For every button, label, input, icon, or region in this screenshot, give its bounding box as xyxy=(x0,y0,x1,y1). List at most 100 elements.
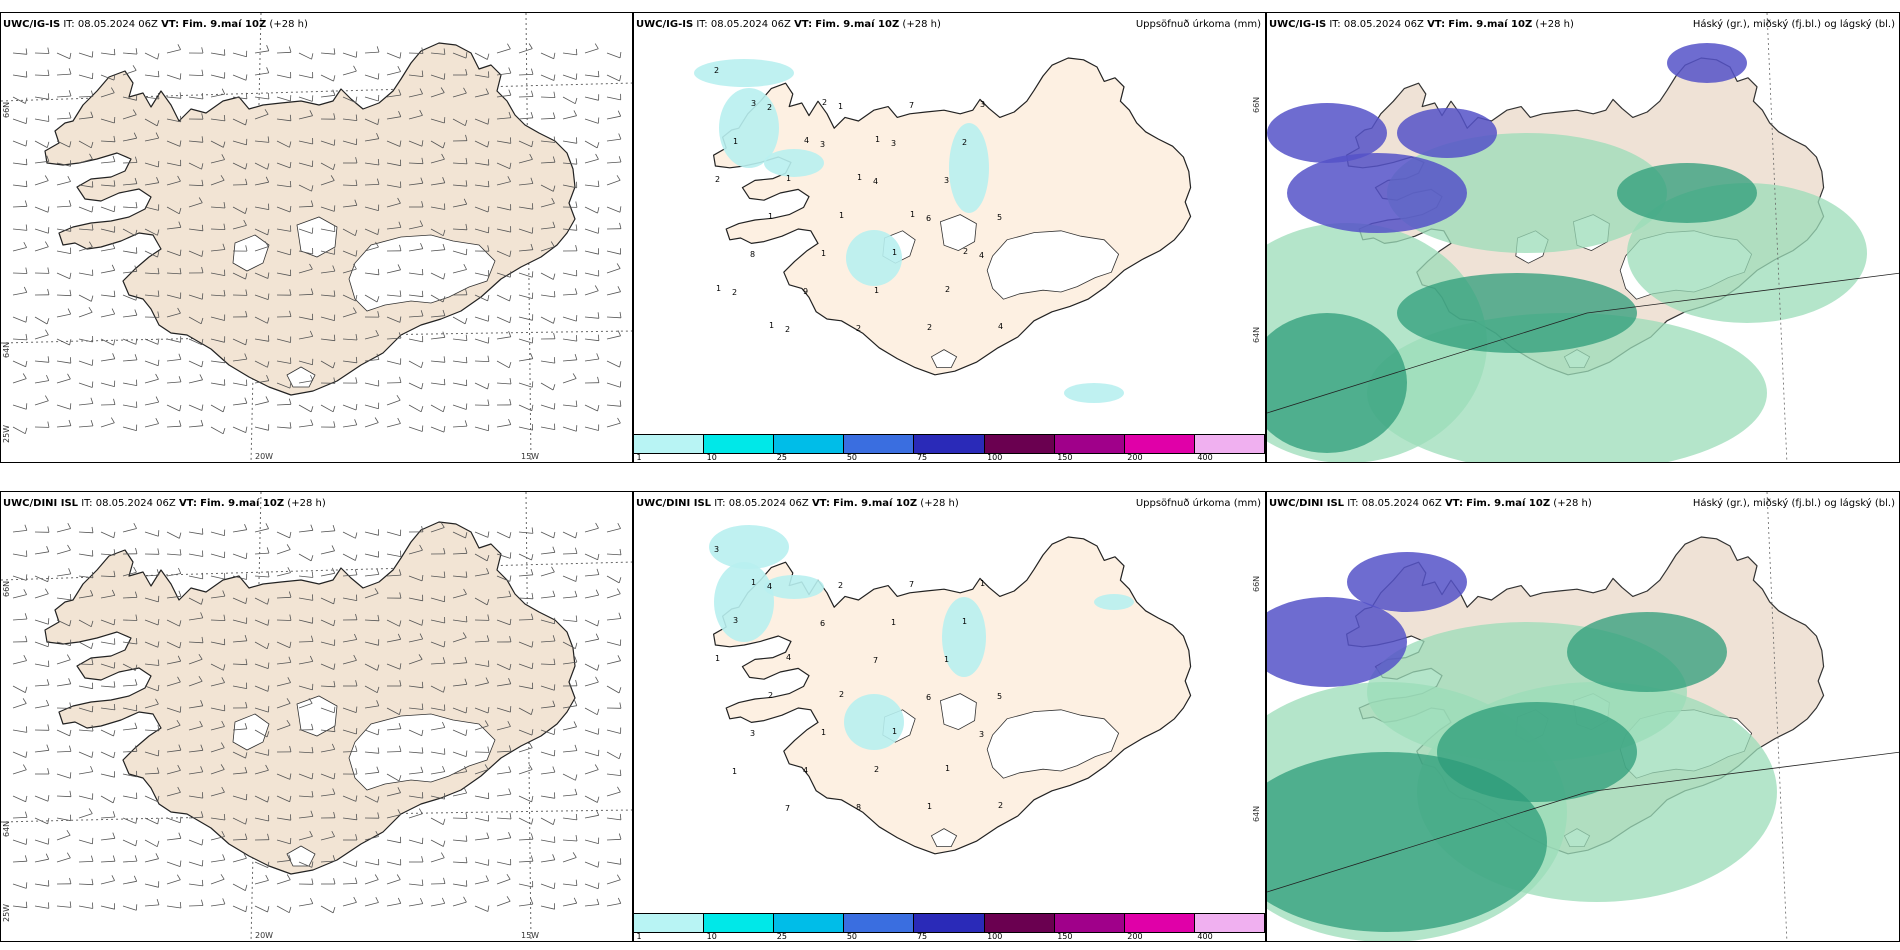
wind-barb-flag xyxy=(619,206,622,213)
wind-barb xyxy=(100,294,115,298)
wind-barb-flag xyxy=(597,553,600,560)
precip-value: 2 xyxy=(962,138,967,147)
wind-barb-flag xyxy=(178,221,182,228)
lon-label: 25W xyxy=(2,425,11,443)
wind-barb xyxy=(232,751,246,759)
wind-barb-flag xyxy=(244,353,248,360)
wind-barb xyxy=(606,206,621,213)
wind-barb xyxy=(144,360,159,367)
wind-barb xyxy=(122,314,137,318)
precip-value: 8 xyxy=(856,803,861,812)
wind-barb xyxy=(232,52,247,58)
wind-barb-flag xyxy=(597,227,600,234)
wind-barb-flag xyxy=(267,571,270,578)
wind-barb xyxy=(100,92,115,98)
wind-barb-flag xyxy=(288,591,292,598)
graticule-line xyxy=(1766,492,1788,941)
wind-barb-flag xyxy=(355,114,358,121)
wind-barb-flag xyxy=(508,67,512,74)
wind-barb-flag xyxy=(24,613,28,620)
wind-barb xyxy=(562,705,577,709)
wind-barb xyxy=(606,291,621,296)
wind-barb xyxy=(210,595,225,599)
lon-label: 20W xyxy=(255,931,273,940)
wind-barb-flag xyxy=(288,46,292,53)
wind-barb xyxy=(496,382,512,385)
wind-barb-flag xyxy=(134,354,138,361)
wind-barb xyxy=(364,138,379,142)
wind-barb-flag xyxy=(443,426,446,433)
wind-barb-flag xyxy=(222,898,226,905)
wind-barb xyxy=(78,184,93,188)
wind-barb xyxy=(188,597,202,605)
wind-barb-flag xyxy=(575,224,578,231)
wind-barb xyxy=(364,335,379,340)
wind-barb xyxy=(298,74,313,79)
wind-barb xyxy=(122,70,137,76)
wind-barb-flag xyxy=(398,332,402,339)
wind-barb xyxy=(408,404,422,413)
wind-barb xyxy=(408,426,423,432)
wind-barb-flag xyxy=(177,786,181,793)
wind-barb xyxy=(254,426,269,431)
wind-barb xyxy=(430,158,445,164)
wind-barb-flag xyxy=(530,568,534,575)
wind-barb xyxy=(540,839,555,843)
colorbar-tick: 400 xyxy=(1197,453,1213,462)
wind-barb-flag xyxy=(509,813,512,820)
wind-barb xyxy=(364,359,379,362)
wind-barb-flag xyxy=(178,376,182,383)
wind-barb xyxy=(386,337,402,340)
wind-barb xyxy=(78,74,93,80)
wind-barb-flag xyxy=(487,707,490,714)
wind-barb xyxy=(452,92,467,98)
wind-barb xyxy=(474,837,489,841)
wind-barb-flag xyxy=(25,117,28,124)
wind-barb xyxy=(518,140,532,148)
wind-barb xyxy=(166,180,181,186)
wind-barb-flag xyxy=(440,522,445,528)
wind-barb xyxy=(144,685,159,692)
wind-barb-flag xyxy=(575,615,578,622)
wind-barb-flag xyxy=(22,764,27,771)
wind-barb-flag xyxy=(25,97,28,104)
wind-barb-flag xyxy=(91,642,94,649)
wind-barb xyxy=(166,837,181,841)
wind-barb-flag xyxy=(552,766,556,773)
wind-barb xyxy=(166,162,181,167)
wind-barb-flag xyxy=(23,286,28,293)
wind-barb xyxy=(320,572,335,577)
wind-barb xyxy=(584,594,599,599)
wind-barb-flag xyxy=(375,897,379,903)
wind-barb xyxy=(386,294,401,297)
wind-barb xyxy=(540,360,555,364)
wind-barb xyxy=(386,728,401,731)
wind-barb-flag xyxy=(353,896,357,903)
wind-barb xyxy=(496,596,511,599)
wind-barb xyxy=(122,905,137,911)
wind-barb-flag xyxy=(377,73,380,80)
wind-barb xyxy=(408,182,423,186)
wind-barb-flag xyxy=(333,48,336,55)
precip-value: 2 xyxy=(768,691,773,700)
wind-barb-flag xyxy=(487,295,490,301)
cloud-cover xyxy=(1267,552,1777,941)
wind-barb xyxy=(100,795,114,804)
wind-barb-flag xyxy=(464,420,468,427)
wind-barb xyxy=(276,382,291,389)
wind-barb-flag xyxy=(552,384,556,391)
wind-barb-flag xyxy=(267,92,270,100)
wind-barb xyxy=(430,662,446,665)
wind-barb-flag xyxy=(531,90,534,97)
wind-barb xyxy=(298,773,313,780)
wind-barb xyxy=(276,703,291,709)
wind-barb xyxy=(188,771,203,775)
wind-barb-flag xyxy=(595,153,599,160)
wind-barb xyxy=(540,272,554,280)
wind-barb xyxy=(210,294,226,297)
wind-barb-flag xyxy=(530,708,534,715)
wind-barb xyxy=(122,571,137,577)
wind-barb-flag xyxy=(508,766,512,773)
wind-barb xyxy=(232,728,247,731)
wind-barb xyxy=(584,206,598,214)
